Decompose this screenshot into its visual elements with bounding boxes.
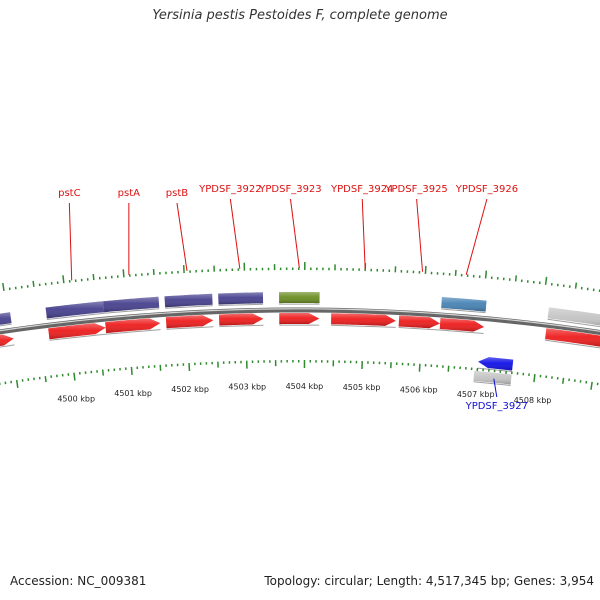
feature-plus-gene-10-shading bbox=[105, 318, 161, 334]
genome-summary-text: Topology: circular; Length: 4,517,345 bp… bbox=[264, 574, 594, 588]
feature-shadow bbox=[165, 305, 213, 309]
genome-title: Yersinia pestis Pestoides F, complete ge… bbox=[152, 8, 448, 23]
feature-upper-cds-6-shading bbox=[441, 297, 487, 312]
label-leader-line bbox=[68, 202, 73, 281]
scale-label: 4503 kbp bbox=[228, 383, 266, 392]
label-leader-line bbox=[361, 198, 366, 270]
outer-minor-tick bbox=[92, 273, 95, 281]
feature-shadow bbox=[441, 308, 486, 314]
scale-ticks-layer: 4500 kbp 4501 kbp 4502 kbp 4503 kbp 4504 kbp… bbox=[0, 262, 600, 405]
inner-minor-tick bbox=[44, 376, 47, 383]
outer-minor-tick bbox=[574, 282, 578, 289]
scale-label: 4504 kbp bbox=[286, 382, 324, 391]
feature-label-ypdsf-3925[interactable]: YPDSF_3925 bbox=[384, 184, 447, 195]
inner-minor-tick bbox=[101, 369, 105, 376]
inner-major-tick bbox=[533, 374, 536, 383]
feature-label-ypdsf-3922[interactable]: YPDSF_3922 bbox=[198, 184, 261, 195]
label-leader-line bbox=[176, 202, 188, 272]
label-leader-line bbox=[229, 198, 241, 269]
feature-plus-gene-ypdsf-3922-shading bbox=[218, 313, 264, 326]
feature-shadow bbox=[46, 312, 105, 320]
inner-minor-tick bbox=[562, 377, 565, 384]
genome-backbone-highlight bbox=[0, 308, 600, 332]
scale-label: 4501 kbp bbox=[114, 389, 152, 398]
feature-label-ypdsf-3924[interactable]: YPDSF_3924 bbox=[330, 184, 393, 195]
feature-shadow bbox=[219, 324, 264, 328]
inner-major-tick bbox=[590, 381, 593, 390]
feature-label-ypdsf-3923[interactable]: YPDSF_3923 bbox=[258, 184, 321, 195]
feature-shadow bbox=[0, 323, 12, 327]
feature-plus-gene-ypdsf-3924-shading bbox=[331, 313, 396, 326]
feature-plus-gene-ypdsf-3925-shading bbox=[398, 315, 441, 329]
accession-text: Accession: NC_009381 bbox=[10, 574, 147, 588]
label-leader-line bbox=[416, 198, 424, 272]
outer-major-tick bbox=[62, 275, 65, 284]
scale-label: 4508 kbp bbox=[514, 396, 552, 405]
feature-label-pstb[interactable]: pstB bbox=[166, 188, 188, 199]
outer-major-tick bbox=[544, 276, 548, 285]
feature-upper-cds-pstc-shading bbox=[45, 301, 105, 319]
feature-shadow bbox=[331, 324, 396, 328]
feature-shadow bbox=[106, 329, 161, 335]
feature-minus-gene-ypdsf-3927-shading bbox=[478, 357, 514, 371]
feature-shadow bbox=[166, 326, 214, 330]
feature-lower-cds-19-shading bbox=[473, 370, 512, 385]
inner-major-tick bbox=[73, 372, 76, 381]
feature-label-ypdsf-3926[interactable]: YPDSF_3926 bbox=[455, 184, 518, 195]
feature-shadow bbox=[544, 339, 600, 349]
feature-shadow bbox=[398, 327, 440, 331]
outer-major-tick bbox=[122, 269, 125, 278]
feature-shadow bbox=[477, 367, 513, 373]
feature-upper-cds-7-shading bbox=[547, 307, 600, 326]
outer-major-tick bbox=[2, 282, 5, 291]
features-layer bbox=[0, 292, 600, 386]
backbone-layer bbox=[0, 307, 600, 336]
feature-shadow bbox=[439, 329, 484, 335]
feature-plus-gene-ypdsf-3923-shading bbox=[279, 313, 320, 325]
scale-label: 4506 kbp bbox=[400, 386, 438, 395]
feature-upper-cds-psta-shading bbox=[103, 296, 160, 313]
label-leader-line bbox=[465, 198, 488, 275]
label-leader-line bbox=[289, 198, 300, 269]
feature-plus-gene-17-shading bbox=[545, 328, 600, 347]
feature-plus-gene-9-shading bbox=[48, 323, 106, 340]
feature-upper-cds-pstb-shading bbox=[164, 293, 213, 308]
feature-upper-cds-4-shading bbox=[218, 292, 264, 305]
feature-shadow bbox=[104, 308, 160, 314]
feature-shadow bbox=[0, 344, 15, 348]
scale-label: 4500 kbp bbox=[57, 395, 95, 404]
outer-major-tick bbox=[484, 270, 488, 279]
feature-shadow bbox=[49, 333, 107, 341]
feature-plus-gene-11-shading bbox=[165, 315, 214, 329]
inner-major-tick bbox=[15, 379, 19, 389]
scale-label: 4507 kbp bbox=[457, 390, 495, 399]
feature-label-pstc[interactable]: pstC bbox=[58, 188, 80, 199]
feature-shadow bbox=[547, 318, 600, 328]
feature-shadow bbox=[218, 303, 264, 307]
feature-upper-cds-5-shading bbox=[279, 292, 320, 304]
feature-label-psta[interactable]: pstA bbox=[118, 188, 140, 199]
genome-backbone bbox=[0, 307, 600, 336]
feature-shadow bbox=[473, 381, 511, 386]
label-leader-line bbox=[493, 378, 498, 398]
outer-minor-tick bbox=[514, 275, 518, 282]
inner-major-tick bbox=[130, 366, 133, 376]
feature-upper-cds-0-shading bbox=[0, 312, 12, 325]
feature-label-ypdsf-3927[interactable]: YPDSF_3927 bbox=[465, 401, 528, 412]
outer-minor-tick bbox=[32, 280, 35, 287]
scale-label: 4502 kbp bbox=[171, 385, 209, 394]
feature-plus-gene-ypdsf-3926-shading bbox=[439, 317, 485, 332]
feature-plus-gene-8-shading bbox=[0, 334, 14, 347]
scale-label: 4505 kbp bbox=[343, 383, 381, 392]
